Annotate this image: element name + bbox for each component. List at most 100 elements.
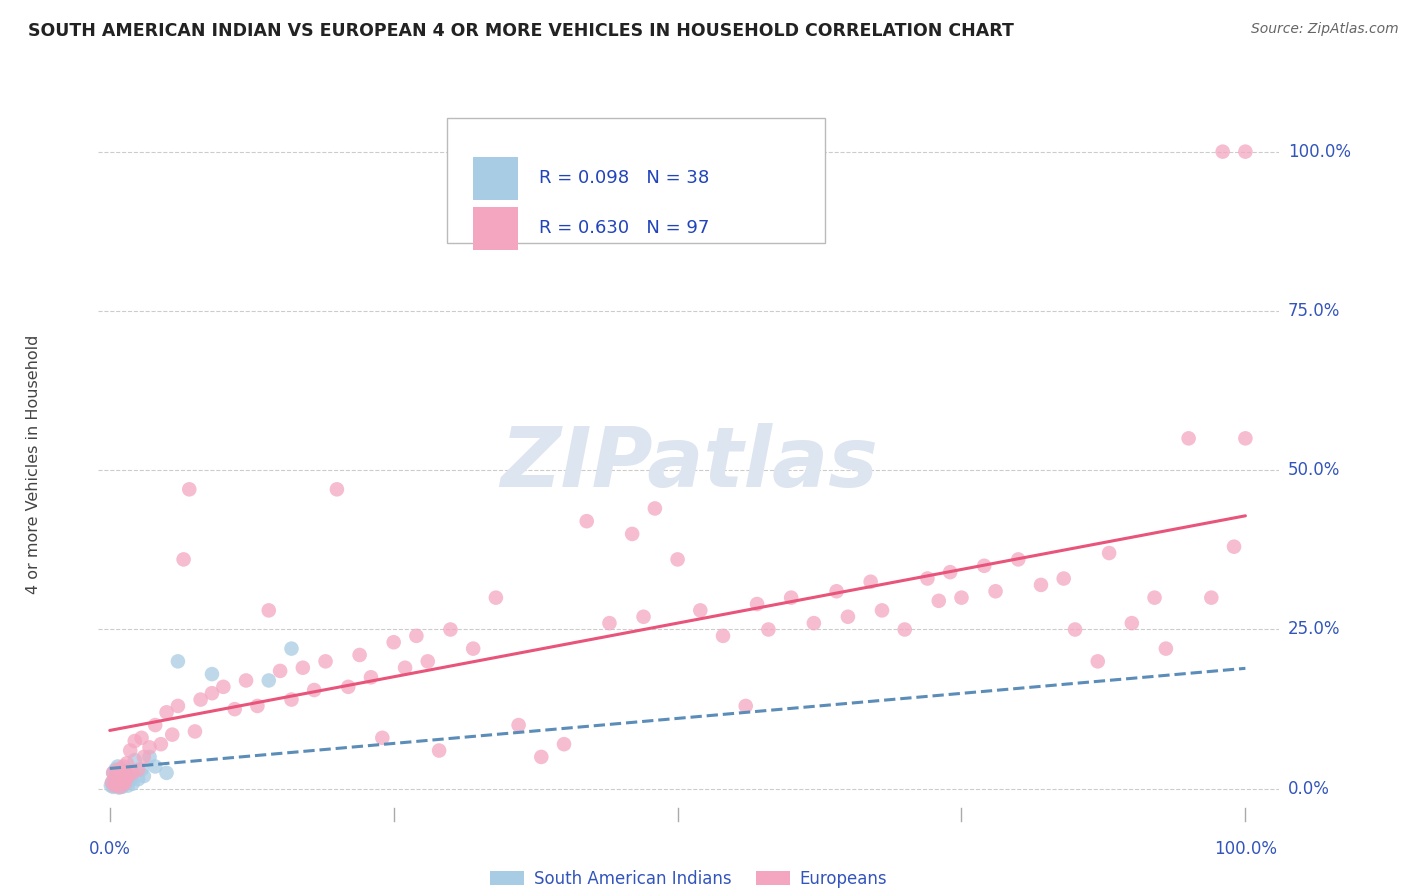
Point [758,623,780,637]
Text: SOUTH AMERICAN INDIAN VS EUROPEAN 4 OR MORE VEHICLES IN HOUSEHOLD CORRELATION CH: SOUTH AMERICAN INDIAN VS EUROPEAN 4 OR M… [28,22,1014,40]
Point [246,698,269,713]
Bar [472,157,517,200]
Point [575,514,598,528]
Point [553,737,575,751]
Text: 100.0%: 100.0% [1213,839,1277,858]
Point [1064,623,1087,637]
Point [984,584,1007,599]
Point [530,750,553,764]
Point [103,779,125,793]
Point [104,770,127,784]
Text: 75.0%: 75.0% [1288,301,1340,320]
Point [167,698,190,713]
Point [114,777,136,791]
Point [939,565,962,579]
Point [104,772,127,787]
Point [104,763,127,777]
Point [291,661,314,675]
Point [127,763,149,777]
Point [103,765,125,780]
Point [644,501,666,516]
Point [439,623,461,637]
Point [269,664,291,678]
Text: 100.0%: 100.0% [1288,143,1351,161]
Point [114,772,136,787]
Point [416,654,439,668]
Point [337,680,360,694]
Point [893,623,915,637]
Point [138,740,160,755]
Point [190,692,212,706]
Point [257,603,280,617]
Point [105,769,128,783]
Point [405,629,427,643]
Point [103,777,125,791]
Point [114,765,136,780]
Point [127,772,149,787]
Point [689,603,711,617]
Point [224,702,246,716]
Point [1177,431,1199,445]
Point [837,609,859,624]
Point [280,641,302,656]
Point [803,616,825,631]
Point [315,654,337,668]
Text: 0.0%: 0.0% [89,839,131,858]
Point [115,756,138,771]
Point [394,661,416,675]
Point [201,686,224,700]
Point [167,654,190,668]
Point [485,591,508,605]
Point [508,718,530,732]
Point [1143,591,1166,605]
Point [1053,572,1076,586]
Point [235,673,257,688]
Point [1234,431,1257,445]
Text: 0.0%: 0.0% [1288,780,1330,797]
Point [111,763,134,777]
Point [928,594,950,608]
Point [302,683,325,698]
Point [110,769,132,783]
Point [155,765,177,780]
Point [100,779,122,793]
Point [212,680,235,694]
Point [107,759,129,773]
Point [326,483,349,497]
Point [162,728,183,742]
Point [666,552,689,566]
Point [155,706,177,720]
Text: 25.0%: 25.0% [1288,621,1340,639]
Point [1121,616,1143,631]
Point [427,743,450,757]
Point [371,731,394,745]
Point [112,759,135,773]
Point [120,772,142,787]
Point [111,775,134,789]
Point [101,775,124,789]
Point [621,527,644,541]
Point [115,775,138,789]
Point [108,772,131,787]
Point [734,698,756,713]
Point [463,641,485,656]
Point [711,629,734,643]
Point [120,743,142,757]
Point [132,769,155,783]
Point [745,597,768,611]
Point [121,777,143,791]
Point [112,772,135,787]
Point [360,670,382,684]
Point [859,574,882,589]
Point [870,603,893,617]
Point [132,750,155,764]
Text: R = 0.098   N = 38: R = 0.098 N = 38 [538,169,709,187]
Point [108,768,131,782]
Point [973,558,995,573]
Point [131,763,153,777]
Bar [472,207,517,250]
Point [143,759,166,773]
Point [780,591,803,605]
Point [382,635,405,649]
Point [149,737,172,751]
